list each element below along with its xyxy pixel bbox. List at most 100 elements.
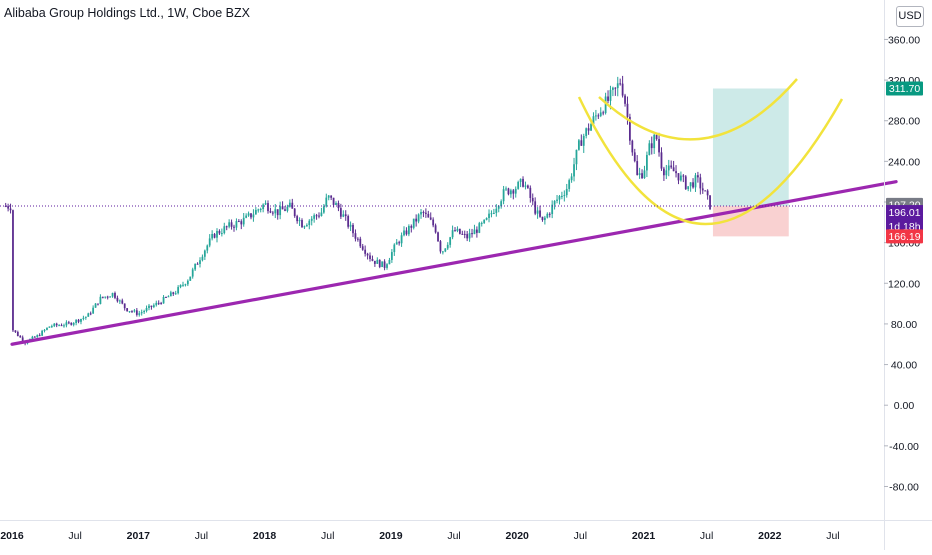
candle-body — [148, 305, 150, 308]
candle-body — [228, 222, 231, 227]
candle-body — [458, 228, 461, 234]
candle-body — [505, 188, 507, 190]
candle-body — [58, 325, 61, 327]
candle-body — [101, 296, 104, 298]
candle-body — [133, 310, 136, 312]
currency-button[interactable]: USD — [896, 6, 924, 27]
trendline[interactable] — [10, 180, 898, 346]
price-tick-label: 80.00 — [891, 319, 917, 331]
candle-body — [680, 175, 682, 181]
candle-body — [553, 200, 556, 205]
candle-body — [539, 210, 541, 217]
time-tick-label: Jul — [447, 530, 460, 542]
candle-body — [281, 206, 284, 210]
price-tick-label: 120.00 — [888, 278, 920, 290]
candles-layer — [4, 75, 711, 346]
candle-body — [410, 226, 413, 228]
candle-body — [449, 237, 452, 245]
candle-body — [92, 307, 95, 314]
candle-body — [235, 221, 238, 228]
candle-body — [437, 232, 439, 242]
candle-body — [626, 103, 629, 117]
candle-body — [14, 330, 17, 332]
candle-body — [563, 195, 566, 197]
candle-body — [577, 140, 580, 150]
candle-body — [184, 284, 187, 286]
candle-body — [138, 313, 141, 315]
candle-body — [203, 250, 206, 257]
candle-body — [339, 208, 342, 217]
candle-body — [298, 220, 301, 222]
candle-body — [592, 116, 595, 125]
candle-body — [318, 215, 320, 217]
candle-body — [242, 217, 245, 225]
price-tick-label: 360.00 — [888, 34, 920, 46]
candle-body — [94, 303, 97, 308]
candle-body — [279, 206, 282, 216]
lower-arc[interactable] — [577, 96, 844, 226]
candle-body — [687, 186, 690, 190]
candle-body — [131, 311, 133, 313]
candle-body — [560, 195, 563, 197]
candle-body — [509, 190, 512, 195]
candle-body — [21, 337, 24, 342]
candle-body — [386, 264, 388, 268]
candle-body — [546, 213, 549, 218]
candle-body — [709, 195, 711, 210]
candle-body — [320, 212, 323, 217]
candle-body — [162, 296, 165, 304]
candle-body — [369, 255, 371, 259]
candle-body — [97, 303, 99, 305]
chart-title: Alibaba Group Holdings Ltd., 1W, Cboe BZ… — [4, 6, 250, 20]
candle-body — [381, 261, 384, 268]
price-tick-label: 0.00 — [894, 400, 915, 412]
price-tick-label: 240.00 — [888, 156, 920, 168]
candle-body — [701, 188, 704, 191]
candle-body — [347, 216, 350, 227]
candle-body — [420, 212, 422, 215]
candle-body — [699, 177, 702, 189]
price-tick-label: -40.00 — [889, 441, 919, 453]
candle-body — [262, 204, 265, 210]
candle-body — [189, 276, 192, 281]
time-tick-label: 2020 — [506, 530, 530, 542]
candle-body — [335, 203, 337, 205]
candle-body — [337, 203, 340, 209]
candle-body — [497, 206, 500, 209]
candle-body — [570, 176, 573, 181]
candle-body — [371, 258, 374, 261]
candle-body — [461, 233, 464, 235]
candle-body — [55, 323, 58, 326]
candle-body — [9, 208, 12, 211]
candle-body — [543, 217, 546, 221]
upper-arc[interactable] — [598, 78, 798, 141]
candle-body — [257, 209, 260, 211]
candle-body — [191, 269, 194, 277]
candle-body — [531, 197, 534, 202]
candle-body — [167, 296, 170, 298]
candle-body — [247, 213, 250, 216]
candle-body — [38, 335, 41, 337]
candle-body — [631, 140, 634, 153]
candle-body — [522, 178, 524, 187]
time-tick-label: 2021 — [632, 530, 656, 542]
time-axis: 2016 Jul 2017 Jul 2018 Jul 2019 Jul 2020 Jul 2021 J… — [0, 520, 932, 542]
candle-body — [276, 209, 279, 216]
candle-body — [366, 253, 369, 256]
candle-body — [31, 336, 34, 340]
candle-body — [621, 83, 624, 96]
candle-body — [590, 124, 592, 131]
candle-body — [434, 225, 437, 233]
candle-body — [643, 170, 646, 179]
candle-body — [616, 83, 619, 89]
candle-body — [689, 182, 692, 187]
candle-body — [123, 303, 126, 309]
candle-body — [208, 238, 211, 246]
candle-body — [41, 330, 44, 336]
target-zone[interactable] — [712, 88, 789, 207]
candle-body — [48, 326, 51, 328]
candle-body — [259, 209, 262, 211]
candle-body — [194, 263, 197, 270]
